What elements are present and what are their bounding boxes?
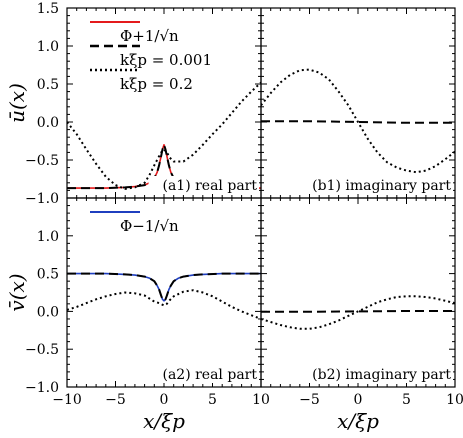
series-b2-dashed	[261, 310, 455, 313]
x-axis-label-right: x/ξp	[337, 409, 379, 433]
panel-label-background	[304, 365, 453, 383]
x-tick-label: 5	[208, 392, 217, 408]
panel-label-background	[148, 365, 259, 383]
panel-label-background	[304, 176, 453, 194]
panel-a2-plot	[67, 272, 261, 320]
y-tick-label: 1.5	[37, 1, 59, 17]
panel-b2-plot	[261, 295, 455, 330]
panel-label-background	[148, 176, 259, 194]
panel-b1-plot	[261, 68, 455, 174]
panel-label-b1: (b1) imaginary part	[312, 178, 451, 194]
x-tick-label: −5	[299, 392, 320, 408]
series-b2-dotted	[261, 295, 455, 330]
series-a2-dashed	[67, 272, 261, 302]
y-tick-label: −1.0	[25, 380, 59, 396]
y-tick-label: −0.5	[25, 342, 59, 358]
legend-label: kξp = 0.001	[120, 51, 212, 69]
legend-label: Φ−1/√n	[120, 217, 179, 235]
y-tick-label: 0.0	[37, 304, 59, 320]
panel-b1-frame	[260, 7, 456, 199]
series-a1-dotted	[67, 81, 261, 190]
y-tick-label: −0.5	[25, 153, 59, 169]
x-tick-label: −5	[105, 392, 126, 408]
series-a2-dotted	[67, 289, 261, 320]
x-axis-label-left: x/ξp	[143, 409, 185, 433]
y-tick-label: 0.0	[37, 115, 59, 131]
panel-label-a1: (a1) real part	[162, 178, 257, 194]
panel-a1-plot	[67, 81, 261, 190]
legend-label: kξp = 0.2	[120, 75, 193, 93]
legend-label: Φ+1/√n	[120, 27, 179, 45]
panel-label-a2: (a2) real part	[162, 367, 257, 383]
x-tick-label: 5	[402, 392, 411, 408]
y-tick-label: −1.0	[25, 191, 59, 207]
y-tick-label: 0.5	[37, 267, 59, 283]
y-tick-label: 1.0	[37, 39, 59, 55]
x-tick-label: 10	[446, 392, 463, 408]
series-b1-dashed	[261, 120, 455, 124]
panel-label-b2: (b2) imaginary part	[312, 367, 451, 383]
series-b1-dotted	[261, 68, 455, 174]
x-tick-label: 0	[354, 392, 363, 408]
y-axis-label-a1: ū(x)	[5, 83, 29, 123]
y-axis-label-a2: v̄(x)	[5, 273, 29, 311]
panel-b2-frame	[260, 197, 456, 388]
y-tick-label: 0.5	[37, 77, 59, 93]
x-tick-label: 10	[252, 392, 270, 408]
y-tick-label: 1.0	[37, 229, 59, 245]
x-tick-label: 0	[160, 392, 169, 408]
x-tick-label: −10	[52, 392, 82, 408]
series-a2-solid	[67, 272, 261, 302]
